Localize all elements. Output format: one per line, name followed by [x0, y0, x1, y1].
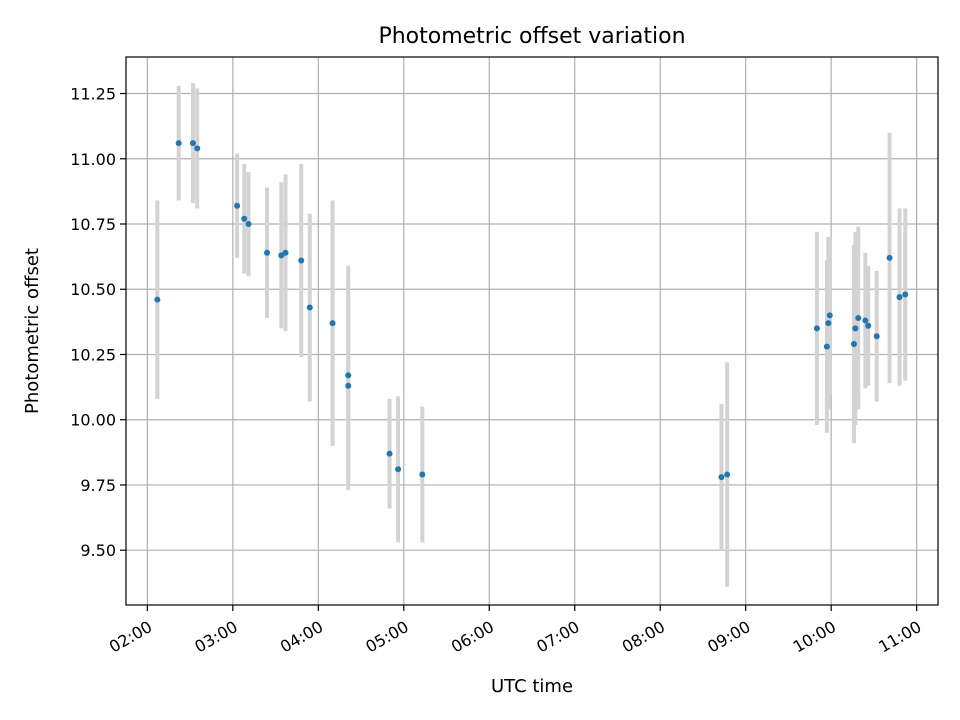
data-point	[306, 304, 313, 311]
y-tick-label: 10.75	[70, 215, 116, 234]
data-points	[154, 140, 909, 481]
data-point	[345, 372, 352, 379]
data-point	[862, 317, 869, 324]
data-point	[419, 471, 426, 478]
data-point	[298, 257, 305, 264]
data-point	[855, 314, 862, 321]
grid-lines	[126, 57, 938, 605]
y-tick-label: 9.50	[80, 541, 116, 560]
y-axis-ticks: 9.50 9.75 10.00 10.25 10.50 10.75 11.00 11.25	[70, 85, 126, 560]
data-point	[850, 341, 857, 348]
data-point	[241, 215, 248, 222]
x-axis-label: UTC time	[491, 676, 573, 697]
data-point	[345, 382, 352, 389]
data-point	[852, 325, 859, 332]
data-point	[194, 145, 201, 152]
data-point	[175, 140, 182, 147]
data-point	[873, 333, 880, 340]
data-point	[154, 296, 161, 303]
data-point	[245, 221, 252, 228]
y-tick-label: 9.75	[80, 476, 116, 495]
y-axis-label: Photometric offset	[22, 248, 43, 414]
data-point	[718, 474, 725, 481]
data-point	[826, 312, 833, 319]
data-point	[386, 450, 393, 457]
data-point	[886, 254, 893, 261]
data-point	[264, 249, 271, 256]
y-tick-label: 10.50	[70, 280, 116, 299]
y-tick-label: 10.25	[70, 345, 116, 364]
data-point	[282, 249, 289, 256]
data-point	[234, 202, 241, 209]
plot-area-frame	[125, 56, 939, 606]
y-tick-label: 11.25	[70, 85, 116, 104]
y-tick-label: 11.00	[70, 150, 116, 169]
data-point	[813, 325, 820, 332]
data-point	[823, 343, 830, 350]
data-point	[902, 291, 909, 298]
data-point	[896, 294, 903, 301]
data-point	[724, 471, 731, 478]
data-point	[329, 320, 336, 327]
data-point	[395, 466, 402, 473]
data-point	[825, 320, 832, 327]
data-point	[865, 322, 872, 329]
chart-title: Photometric offset variation	[378, 24, 685, 49]
data-point	[189, 140, 196, 147]
y-tick-label: 10.00	[70, 411, 116, 430]
